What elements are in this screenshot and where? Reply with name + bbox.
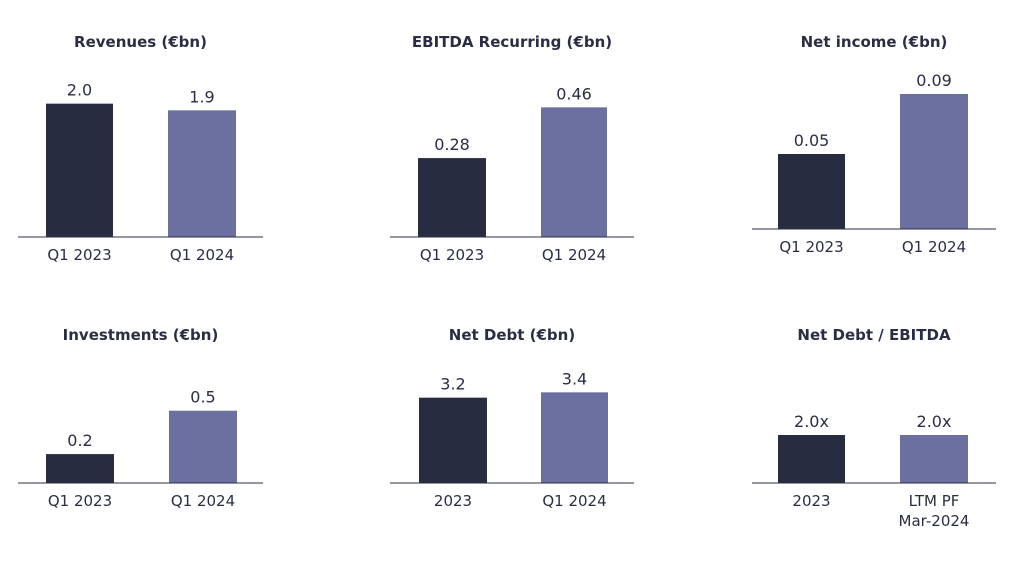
data-label: 0.5 xyxy=(190,388,215,407)
tick-label: LTM PF xyxy=(909,492,960,510)
data-label: 3.2 xyxy=(440,375,465,394)
bar-1 xyxy=(46,454,114,483)
tick-label: Q1 2023 xyxy=(47,246,111,264)
data-label: 2.0x xyxy=(917,412,952,431)
chart-panel-2: EBITDA Recurring (€bn) 0.28 Q1 2023 0.46 Q1 … xyxy=(390,33,634,264)
bar-2 xyxy=(541,392,608,483)
bar-1 xyxy=(419,397,487,483)
data-label: 0.28 xyxy=(434,135,470,154)
tick-label: Q1 2024 xyxy=(171,492,235,510)
data-label: 0.2 xyxy=(67,431,92,450)
data-label: 0.46 xyxy=(556,84,592,103)
chart-title: Investments (€bn) xyxy=(63,326,219,344)
tick-label: Q1 2023 xyxy=(779,238,843,256)
chart-panel-1: Revenues (€bn) 2.0 Q1 2023 1.9 Q1 2024 xyxy=(18,33,263,264)
data-label: 2.0 xyxy=(67,81,92,100)
data-label: 3.4 xyxy=(562,369,587,388)
tick-label: Q1 2024 xyxy=(542,246,606,264)
chart-panel-6: Net Debt / EBITDA 2.0x 2023 2.0x LTM PF Mar-2… xyxy=(752,326,996,530)
bar-1 xyxy=(46,103,113,238)
chart-title: Net income (€bn) xyxy=(801,33,948,51)
tick-label: Q1 2023 xyxy=(420,246,484,264)
bar-2 xyxy=(900,435,968,483)
bar-1 xyxy=(778,154,845,229)
bar-2 xyxy=(169,410,237,483)
tick-label: Mar-2024 xyxy=(899,512,970,530)
tick-label: Q1 2023 xyxy=(48,492,112,510)
bar-2 xyxy=(168,110,236,237)
chart-title: Net Debt / EBITDA xyxy=(797,326,951,344)
bar-1 xyxy=(418,158,486,237)
chart-panel-5: Net Debt (€bn) 3.2 2023 3.4 Q1 2024 xyxy=(390,326,634,510)
data-label: 1.9 xyxy=(189,87,214,106)
tick-label: Q1 2024 xyxy=(902,238,966,256)
tick-label: Q1 2024 xyxy=(170,246,234,264)
chart-panel-3: Net income (€bn) 0.05 Q1 2023 0.09 Q1 2024 xyxy=(752,33,996,256)
bar-2 xyxy=(900,94,968,229)
chart-title: Net Debt (€bn) xyxy=(449,326,575,344)
chart-title: Revenues (€bn) xyxy=(74,33,207,51)
tick-label: 2023 xyxy=(434,492,472,510)
chart-panel-4: Investments (€bn) 0.2 Q1 2023 0.5 Q1 2024 xyxy=(18,326,263,510)
data-label: 2.0x xyxy=(794,412,829,431)
chart-title: EBITDA Recurring (€bn) xyxy=(412,33,612,51)
tick-label: 2023 xyxy=(792,492,830,510)
bar-2 xyxy=(541,107,607,237)
bar-1 xyxy=(778,435,845,483)
tick-label: Q1 2024 xyxy=(542,492,606,510)
data-label: 0.09 xyxy=(916,71,952,90)
data-label: 0.05 xyxy=(794,131,830,150)
